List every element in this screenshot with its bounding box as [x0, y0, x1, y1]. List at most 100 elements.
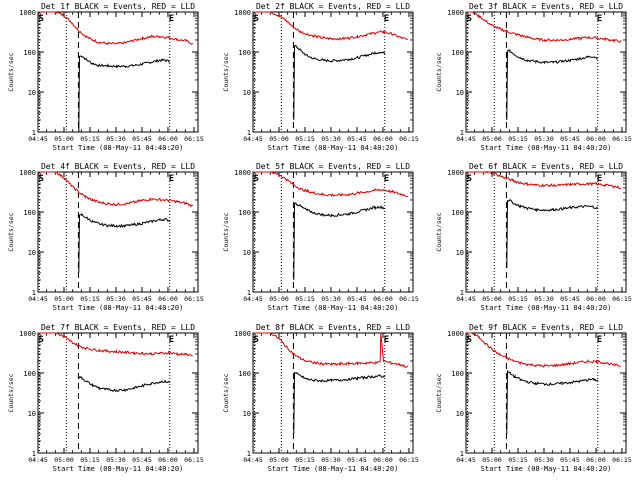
y-tick-label: 100: [451, 209, 464, 217]
x-tick-label: 06:00: [373, 295, 393, 303]
y-axis-label: Counts/sec: [222, 52, 230, 91]
x-tick-label: 06:00: [158, 295, 178, 303]
x-tick-label: 05:15: [508, 135, 528, 143]
x-tick-label: 04:45: [243, 135, 263, 143]
x-tick-label: 05:30: [534, 456, 554, 464]
panel-title: Det 9f BLACK = Events, RED = LLD: [469, 323, 623, 332]
panel-5: Det 5f BLACK = Events, RED = LLD Counts/s…: [222, 162, 419, 312]
x-tick-label: 06:00: [373, 135, 393, 143]
events-series-line: [293, 44, 386, 121]
end-marker: E: [384, 335, 389, 345]
y-tick-label: 1000: [234, 169, 251, 177]
panel-8: Det 8f BLACK = Events, RED = LLD Counts/s…: [222, 323, 419, 473]
y-tick-label: 10: [243, 249, 251, 257]
end-marker: E: [384, 174, 389, 184]
y-tick-label: 100: [451, 49, 464, 57]
start-marker: S: [38, 14, 43, 24]
x-tick-label: 06:00: [158, 135, 178, 143]
y-tick-label: 1: [460, 450, 464, 458]
x-tick-label: 06:15: [399, 295, 419, 303]
y-tick-label: 1: [32, 129, 36, 137]
y-tick-label: 100: [23, 209, 36, 217]
events-series-line: [78, 55, 171, 133]
x-tick-label: 06:00: [586, 295, 606, 303]
start-marker: S: [466, 335, 471, 345]
start-marker: S: [38, 335, 43, 345]
x-tick-label: 06:00: [586, 135, 606, 143]
x-axis-label: Start Time (08-May-11 04:40:20): [481, 304, 612, 312]
x-tick-label: 05:45: [132, 135, 152, 143]
lld-series-line: [466, 332, 621, 368]
end-marker: E: [169, 335, 174, 345]
x-tick-label: 05:30: [534, 295, 554, 303]
panel-title: Det 6f BLACK = Events, RED = LLD: [469, 162, 623, 171]
y-tick-label: 1: [247, 129, 251, 137]
x-tick-label: 05:30: [534, 135, 554, 143]
x-tick-label: 05:45: [132, 295, 152, 303]
panel-1: Det 1f BLACK = Events, RED = LLD Counts/s…: [7, 2, 204, 152]
panel-title: Det 7f BLACK = Events, RED = LLD: [41, 323, 195, 332]
panel-title: Det 2f BLACK = Events, RED = LLD: [256, 2, 410, 11]
end-marker: E: [597, 14, 602, 24]
panel-title: Det 4f BLACK = Events, RED = LLD: [41, 162, 195, 171]
x-tick-label: 06:15: [612, 295, 632, 303]
y-tick-label: 1: [247, 289, 251, 297]
y-tick-label: 1000: [447, 330, 464, 338]
start-marker: S: [253, 14, 258, 24]
x-tick-label: 05:15: [508, 295, 528, 303]
y-axis-label: Counts/sec: [435, 212, 443, 251]
y-tick-label: 1000: [234, 330, 251, 338]
x-tick-label: 06:15: [612, 456, 632, 464]
x-tick-label: 06:15: [184, 295, 204, 303]
y-tick-label: 100: [238, 209, 251, 217]
plot-frame: [252, 332, 414, 454]
x-axis-label: Start Time (08-May-11 04:40:20): [268, 144, 399, 152]
lld-series-line: [253, 332, 409, 368]
x-tick-label: 05:30: [106, 135, 126, 143]
lld-series-line: [466, 11, 622, 43]
y-tick-label: 1: [32, 289, 36, 297]
x-tick-label: 05:00: [482, 456, 502, 464]
x-axis-label: Start Time (08-May-11 04:40:20): [53, 144, 184, 152]
y-tick-label: 1: [32, 450, 36, 458]
start-marker: S: [253, 174, 258, 184]
events-series-line: [506, 198, 599, 268]
start-marker: S: [253, 335, 258, 345]
panel-3: Det 3f BLACK = Events, RED = LLD Counts/s…: [435, 2, 632, 152]
y-tick-label: 1000: [19, 169, 36, 177]
x-tick-label: 06:15: [612, 135, 632, 143]
end-marker: E: [597, 174, 602, 184]
x-axis-label: Start Time (08-May-11 04:40:20): [53, 304, 184, 312]
plot-frame: [465, 332, 627, 454]
y-axis-label: Counts/sec: [435, 52, 443, 91]
x-tick-label: 05:00: [269, 456, 289, 464]
x-tick-label: 04:45: [28, 456, 48, 464]
y-tick-label: 1: [460, 289, 464, 297]
x-tick-label: 05:15: [295, 135, 315, 143]
lld-series-line: [253, 11, 409, 41]
plot-frame: [252, 171, 414, 293]
x-tick-label: 04:45: [456, 295, 476, 303]
x-tick-label: 04:45: [243, 295, 263, 303]
y-tick-label: 10: [28, 89, 36, 97]
y-axis-label: Counts/sec: [222, 212, 230, 251]
y-tick-label: 1: [460, 129, 464, 137]
x-axis-label: Start Time (08-May-11 04:40:20): [481, 465, 612, 473]
lld-series-line: [38, 11, 194, 46]
events-series-line: [293, 202, 386, 281]
lld-series-line: [38, 171, 194, 208]
x-tick-label: 05:15: [80, 456, 100, 464]
x-tick-label: 04:45: [456, 456, 476, 464]
end-marker: E: [169, 14, 174, 24]
x-tick-label: 05:00: [54, 135, 74, 143]
x-tick-label: 05:30: [321, 295, 341, 303]
y-tick-label: 1000: [234, 9, 251, 17]
plot-frame: [252, 11, 414, 133]
x-axis-label: Start Time (08-May-11 04:40:20): [53, 465, 184, 473]
panel-title: Det 8f BLACK = Events, RED = LLD: [256, 323, 410, 332]
x-tick-label: 05:30: [321, 456, 341, 464]
y-tick-label: 10: [28, 410, 36, 418]
x-tick-label: 05:15: [295, 456, 315, 464]
panel-7: Det 7f BLACK = Events, RED = LLD Counts/s…: [7, 323, 204, 473]
